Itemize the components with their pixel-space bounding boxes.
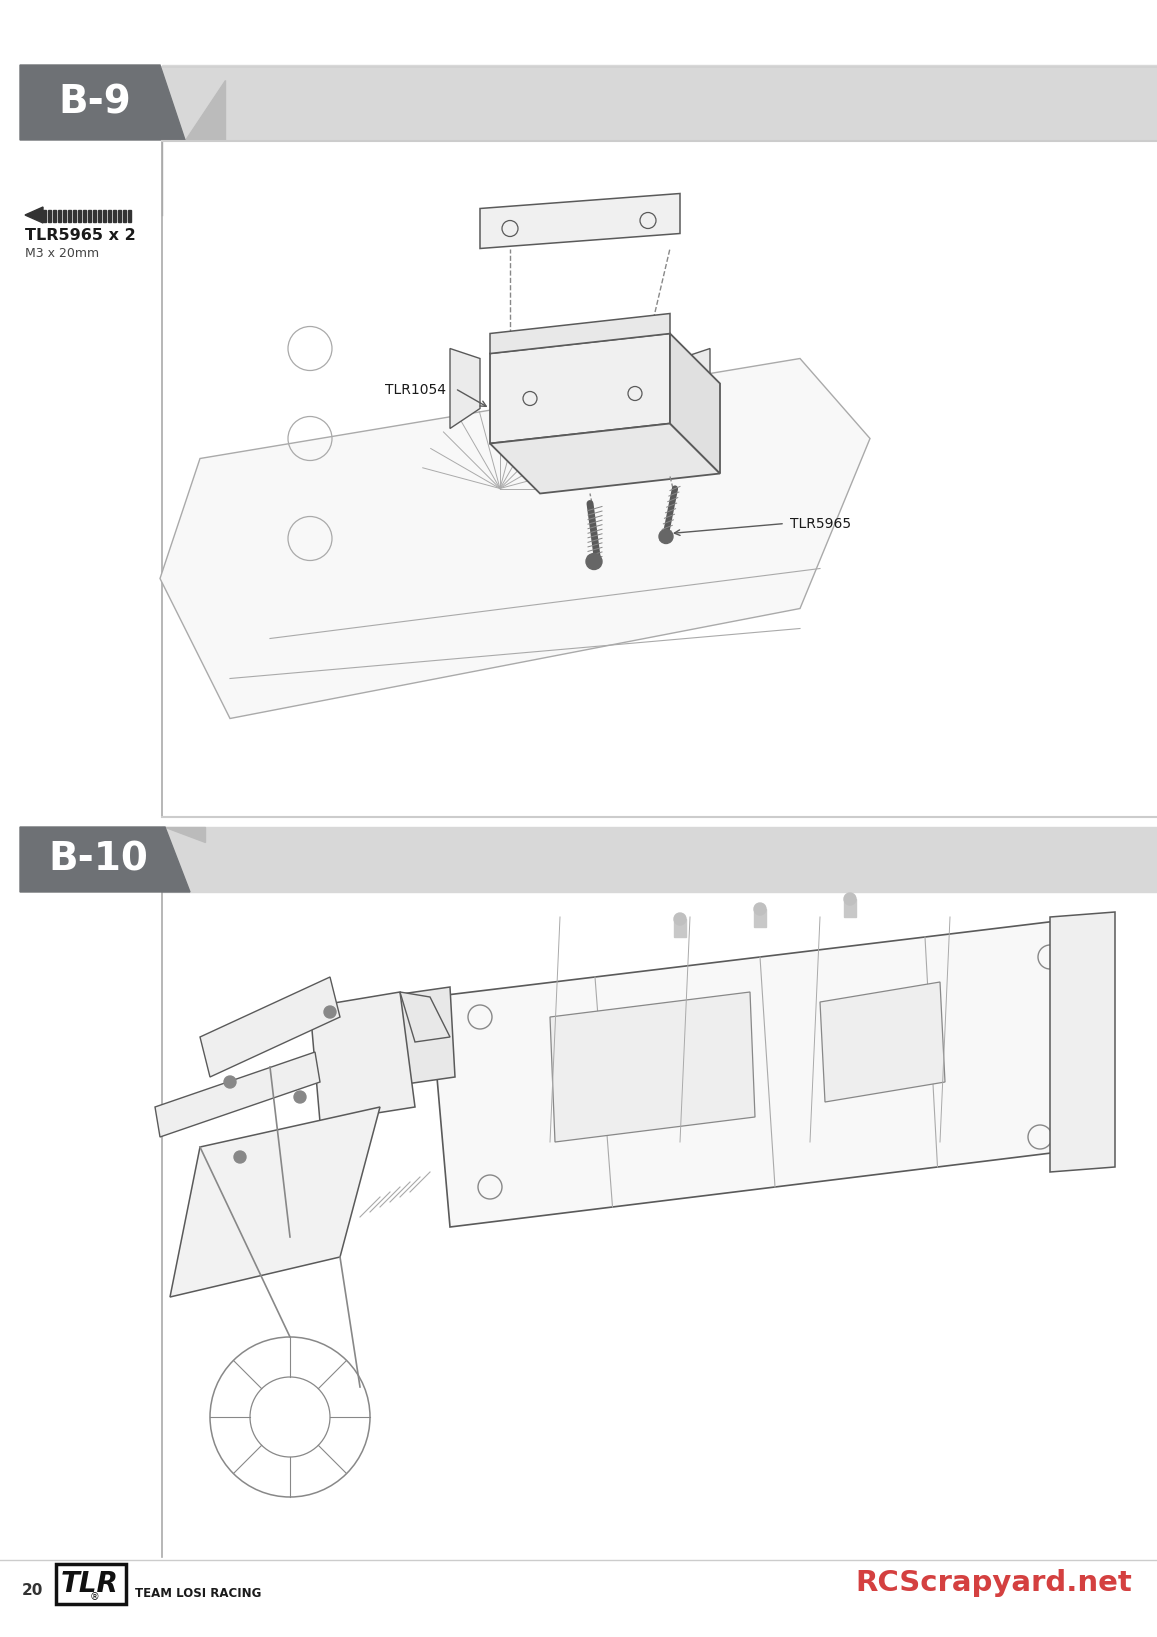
Polygon shape	[379, 987, 455, 1087]
Polygon shape	[25, 206, 43, 223]
Circle shape	[224, 1076, 236, 1089]
Polygon shape	[20, 65, 185, 141]
Bar	[53, 210, 56, 223]
Circle shape	[754, 904, 766, 915]
Polygon shape	[185, 80, 224, 141]
Bar	[93, 210, 96, 223]
Bar	[43, 210, 46, 223]
Text: ®: ®	[90, 1593, 100, 1603]
Bar	[123, 210, 126, 223]
Bar	[675, 918, 686, 936]
Bar	[103, 210, 106, 223]
Circle shape	[585, 553, 602, 570]
Bar	[754, 909, 766, 927]
Bar	[162, 65, 1157, 141]
Text: 20: 20	[22, 1583, 43, 1598]
Bar	[108, 210, 111, 223]
Bar	[98, 210, 101, 223]
Polygon shape	[400, 992, 450, 1043]
Polygon shape	[550, 992, 756, 1143]
Polygon shape	[1051, 912, 1115, 1172]
Bar	[162, 827, 1157, 892]
Circle shape	[675, 913, 686, 925]
Polygon shape	[170, 1107, 379, 1297]
Bar	[68, 210, 71, 223]
Text: B-9: B-9	[59, 83, 132, 121]
Polygon shape	[200, 977, 340, 1077]
FancyBboxPatch shape	[56, 1563, 126, 1604]
Text: TLR5965 x 2: TLR5965 x 2	[25, 228, 135, 242]
Bar	[62, 210, 66, 223]
Bar	[113, 210, 116, 223]
Polygon shape	[165, 827, 205, 841]
Bar	[83, 210, 86, 223]
Polygon shape	[430, 917, 1100, 1228]
Bar	[47, 210, 51, 223]
Polygon shape	[670, 334, 720, 473]
Circle shape	[659, 529, 673, 543]
Polygon shape	[20, 827, 190, 892]
Text: TEAM LOSI RACING: TEAM LOSI RACING	[135, 1586, 261, 1599]
Bar	[73, 210, 76, 223]
Polygon shape	[491, 314, 670, 354]
Polygon shape	[160, 359, 870, 719]
Polygon shape	[155, 1053, 320, 1138]
Bar	[118, 210, 121, 223]
Circle shape	[324, 1007, 336, 1018]
Text: TLR1054: TLR1054	[385, 383, 445, 396]
Polygon shape	[480, 193, 680, 249]
Text: TLR5965: TLR5965	[790, 517, 852, 532]
Circle shape	[234, 1151, 246, 1162]
Text: M3 x 20mm: M3 x 20mm	[25, 247, 100, 260]
Polygon shape	[820, 982, 945, 1102]
Text: B-10: B-10	[49, 840, 148, 879]
Polygon shape	[491, 424, 720, 493]
Circle shape	[294, 1090, 305, 1103]
Text: RCScrapyard.net: RCScrapyard.net	[855, 1568, 1132, 1598]
Polygon shape	[491, 334, 670, 444]
Bar	[78, 210, 81, 223]
Polygon shape	[450, 349, 480, 429]
Bar	[88, 210, 91, 223]
Polygon shape	[310, 992, 415, 1121]
Bar	[128, 210, 131, 223]
Bar	[58, 210, 61, 223]
Bar	[843, 899, 856, 917]
Polygon shape	[680, 349, 710, 429]
Circle shape	[843, 894, 856, 905]
Text: TLR: TLR	[61, 1570, 119, 1598]
